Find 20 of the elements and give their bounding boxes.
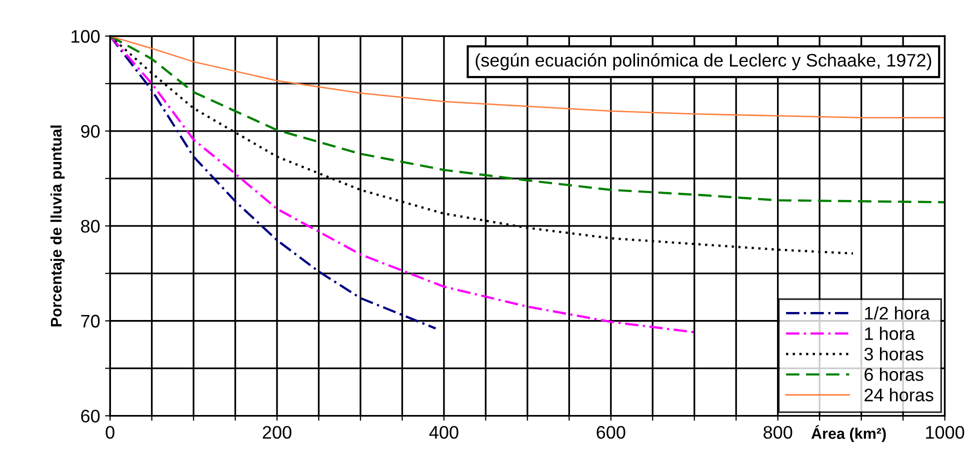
- y-tick-label: 70: [81, 314, 100, 328]
- legend-label: 1 hora: [865, 326, 915, 340]
- legend-label: 1/2 hora: [865, 306, 930, 320]
- x-tick-label: 200: [262, 426, 292, 439]
- annotation: (según ecuación polinómica de Leclerc y Schaake, 1972): [476, 53, 932, 70]
- x-axis-title: Área (km²): [811, 425, 886, 442]
- x-tick-label: 1000: [926, 426, 964, 439]
- x-tick-label: 400: [429, 426, 458, 439]
- x-tick-label: 800: [764, 426, 792, 439]
- legend-label: 3 horas: [864, 347, 924, 360]
- x-tick-label: 600: [596, 426, 626, 439]
- x-tick-label: 0: [106, 426, 114, 439]
- legend-label: 6 horas: [864, 368, 924, 381]
- y-tick-label: 100: [72, 30, 100, 43]
- y-tick-label: 60: [81, 410, 100, 422]
- y-axis-title: Porcentaje de lluvia puntual: [50, 126, 65, 326]
- legend-label: 24 horas: [864, 388, 934, 402]
- y-tick-label: 90: [81, 124, 100, 138]
- line-series: [110, 36, 437, 330]
- y-tick-label: 80: [81, 220, 100, 233]
